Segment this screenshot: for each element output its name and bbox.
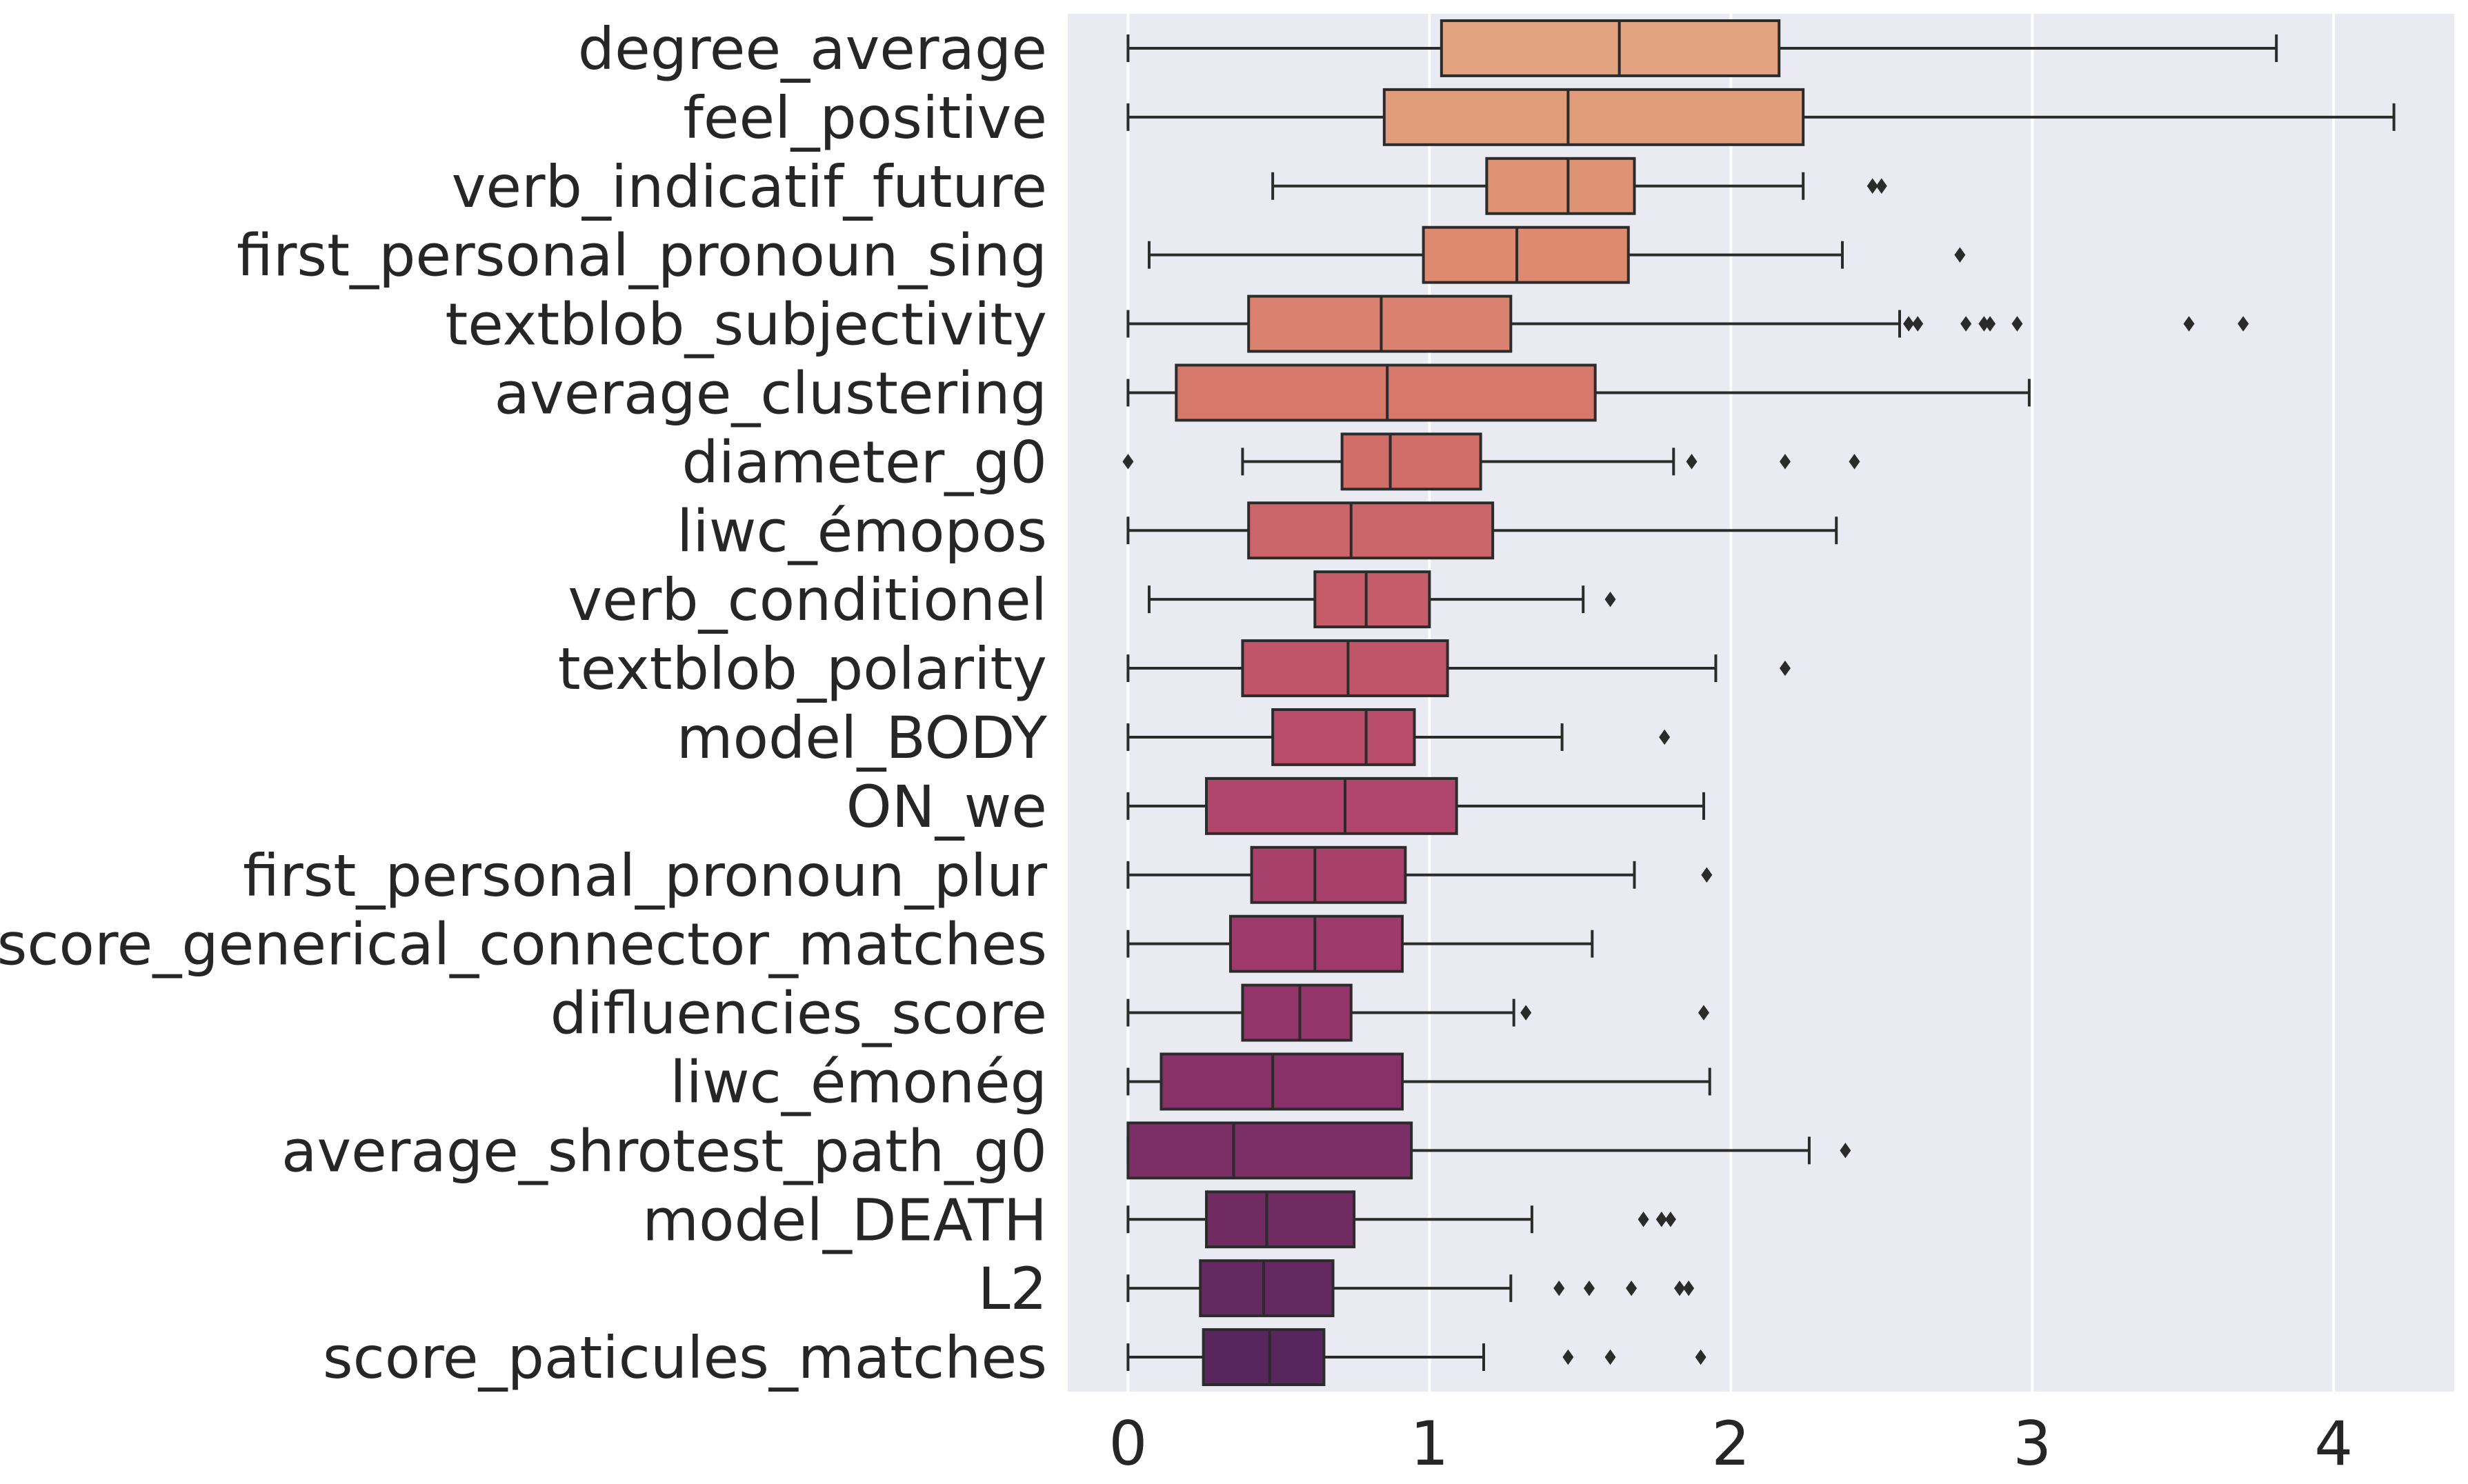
outlier-point	[1122, 454, 1134, 470]
boxes	[1122, 19, 2396, 1387]
box-iqr	[1126, 1121, 1413, 1180]
outlier-point	[1604, 591, 1616, 608]
category-label: textblob_polarity	[558, 635, 1047, 703]
outlier-point	[1686, 454, 1698, 470]
x-tick-labels: 0 1 2 3 4	[1108, 1408, 2353, 1479]
category-label: score_paticules_matches	[323, 1324, 1047, 1392]
category-label: verb_indicatif_future	[452, 153, 1047, 221]
box-iqr	[1199, 1259, 1335, 1318]
outlier-point	[1875, 178, 1887, 194]
outlier-point	[1978, 316, 1990, 332]
box-iqr	[1205, 1190, 1356, 1249]
outlier-point	[1626, 1280, 1638, 1296]
outlier-point	[1984, 316, 1996, 332]
plot-background	[1068, 14, 2454, 1392]
box-iqr	[1247, 294, 1513, 353]
box-iqr	[1160, 1052, 1404, 1111]
box-iqr	[1175, 363, 1597, 422]
box-iqr	[1271, 708, 1416, 766]
outlier-point	[1698, 1005, 1709, 1021]
category-label: score_generical_connector_matches	[0, 911, 1047, 979]
outlier-point	[1520, 1005, 1532, 1021]
x-tick-label: 3	[2013, 1408, 2051, 1479]
box-iqr	[1241, 639, 1449, 698]
category-label: L2	[978, 1255, 1047, 1323]
category-label: textblob_subjectivity	[445, 291, 1047, 359]
category-label: first_personal_pronoun_sing	[237, 222, 1047, 290]
outlier-point	[1695, 1349, 1706, 1365]
x-tick-label: 1	[1410, 1408, 1449, 1479]
outlier-point	[1674, 1280, 1686, 1296]
category-label: first_personal_pronoun_plur	[243, 842, 1047, 910]
box-iqr	[1202, 1328, 1326, 1387]
outlier-point	[1655, 1212, 1667, 1227]
box-iqr	[1340, 432, 1482, 491]
x-tick-label: 2	[1711, 1408, 1750, 1479]
outlier-point	[1779, 454, 1791, 470]
outlier-point	[1849, 454, 1860, 470]
outlier-point	[1583, 1280, 1595, 1296]
outlier-point	[1912, 316, 1924, 332]
category-label: verb_conditionel	[568, 566, 1047, 634]
outlier-point	[1954, 247, 1966, 263]
outlier-point	[1604, 1349, 1616, 1365]
category-label: diameter_g0	[681, 428, 1047, 496]
outlier-point	[1867, 178, 1878, 194]
outlier-point	[2011, 316, 2023, 332]
box-iqr	[1241, 983, 1353, 1042]
outlier-point	[1903, 316, 1915, 332]
box-iqr	[1228, 914, 1404, 973]
box-iqr	[1250, 845, 1407, 904]
outlier-point	[1562, 1349, 1574, 1365]
outlier-point	[1840, 1143, 1851, 1159]
outlier-point	[1553, 1280, 1565, 1296]
outlier-point	[1664, 1212, 1676, 1227]
outlier-point	[1683, 1280, 1695, 1296]
category-label: liwc_émonég	[670, 1048, 1047, 1116]
category-label: model_DEATH	[642, 1186, 1047, 1254]
outlier-point	[2238, 316, 2249, 332]
category-label: liwc_émopos	[677, 497, 1047, 565]
category-label: ON_we	[846, 773, 1047, 841]
box-iqr	[1382, 88, 1805, 146]
outlier-point	[2183, 316, 2195, 332]
x-tick-label: 4	[2314, 1408, 2353, 1479]
category-label: difluencies_score	[550, 980, 1047, 1047]
category-label: feel_positive	[683, 84, 1047, 152]
box-iqr	[1313, 570, 1431, 629]
box-iqr	[1440, 19, 1781, 77]
category-label: average_clustering	[495, 359, 1047, 427]
box-iqr	[1485, 157, 1636, 215]
outlier-point	[1659, 729, 1671, 745]
box-iqr	[1247, 501, 1495, 560]
category-label: model_BODY	[677, 704, 1048, 772]
box-iqr	[1205, 776, 1458, 835]
outlier-point	[1638, 1212, 1649, 1227]
category-label: average_shrotest_path_g0	[281, 1117, 1047, 1185]
box-iqr	[1422, 225, 1630, 284]
outlier-point	[1960, 316, 1972, 332]
category-labels: degree_averagefeel_positiveverb_indicati…	[0, 15, 1048, 1392]
outlier-point	[1779, 660, 1791, 676]
outlier-point	[1701, 867, 1713, 883]
category-label: degree_average	[578, 15, 1047, 83]
x-tick-label: 0	[1108, 1408, 1147, 1479]
